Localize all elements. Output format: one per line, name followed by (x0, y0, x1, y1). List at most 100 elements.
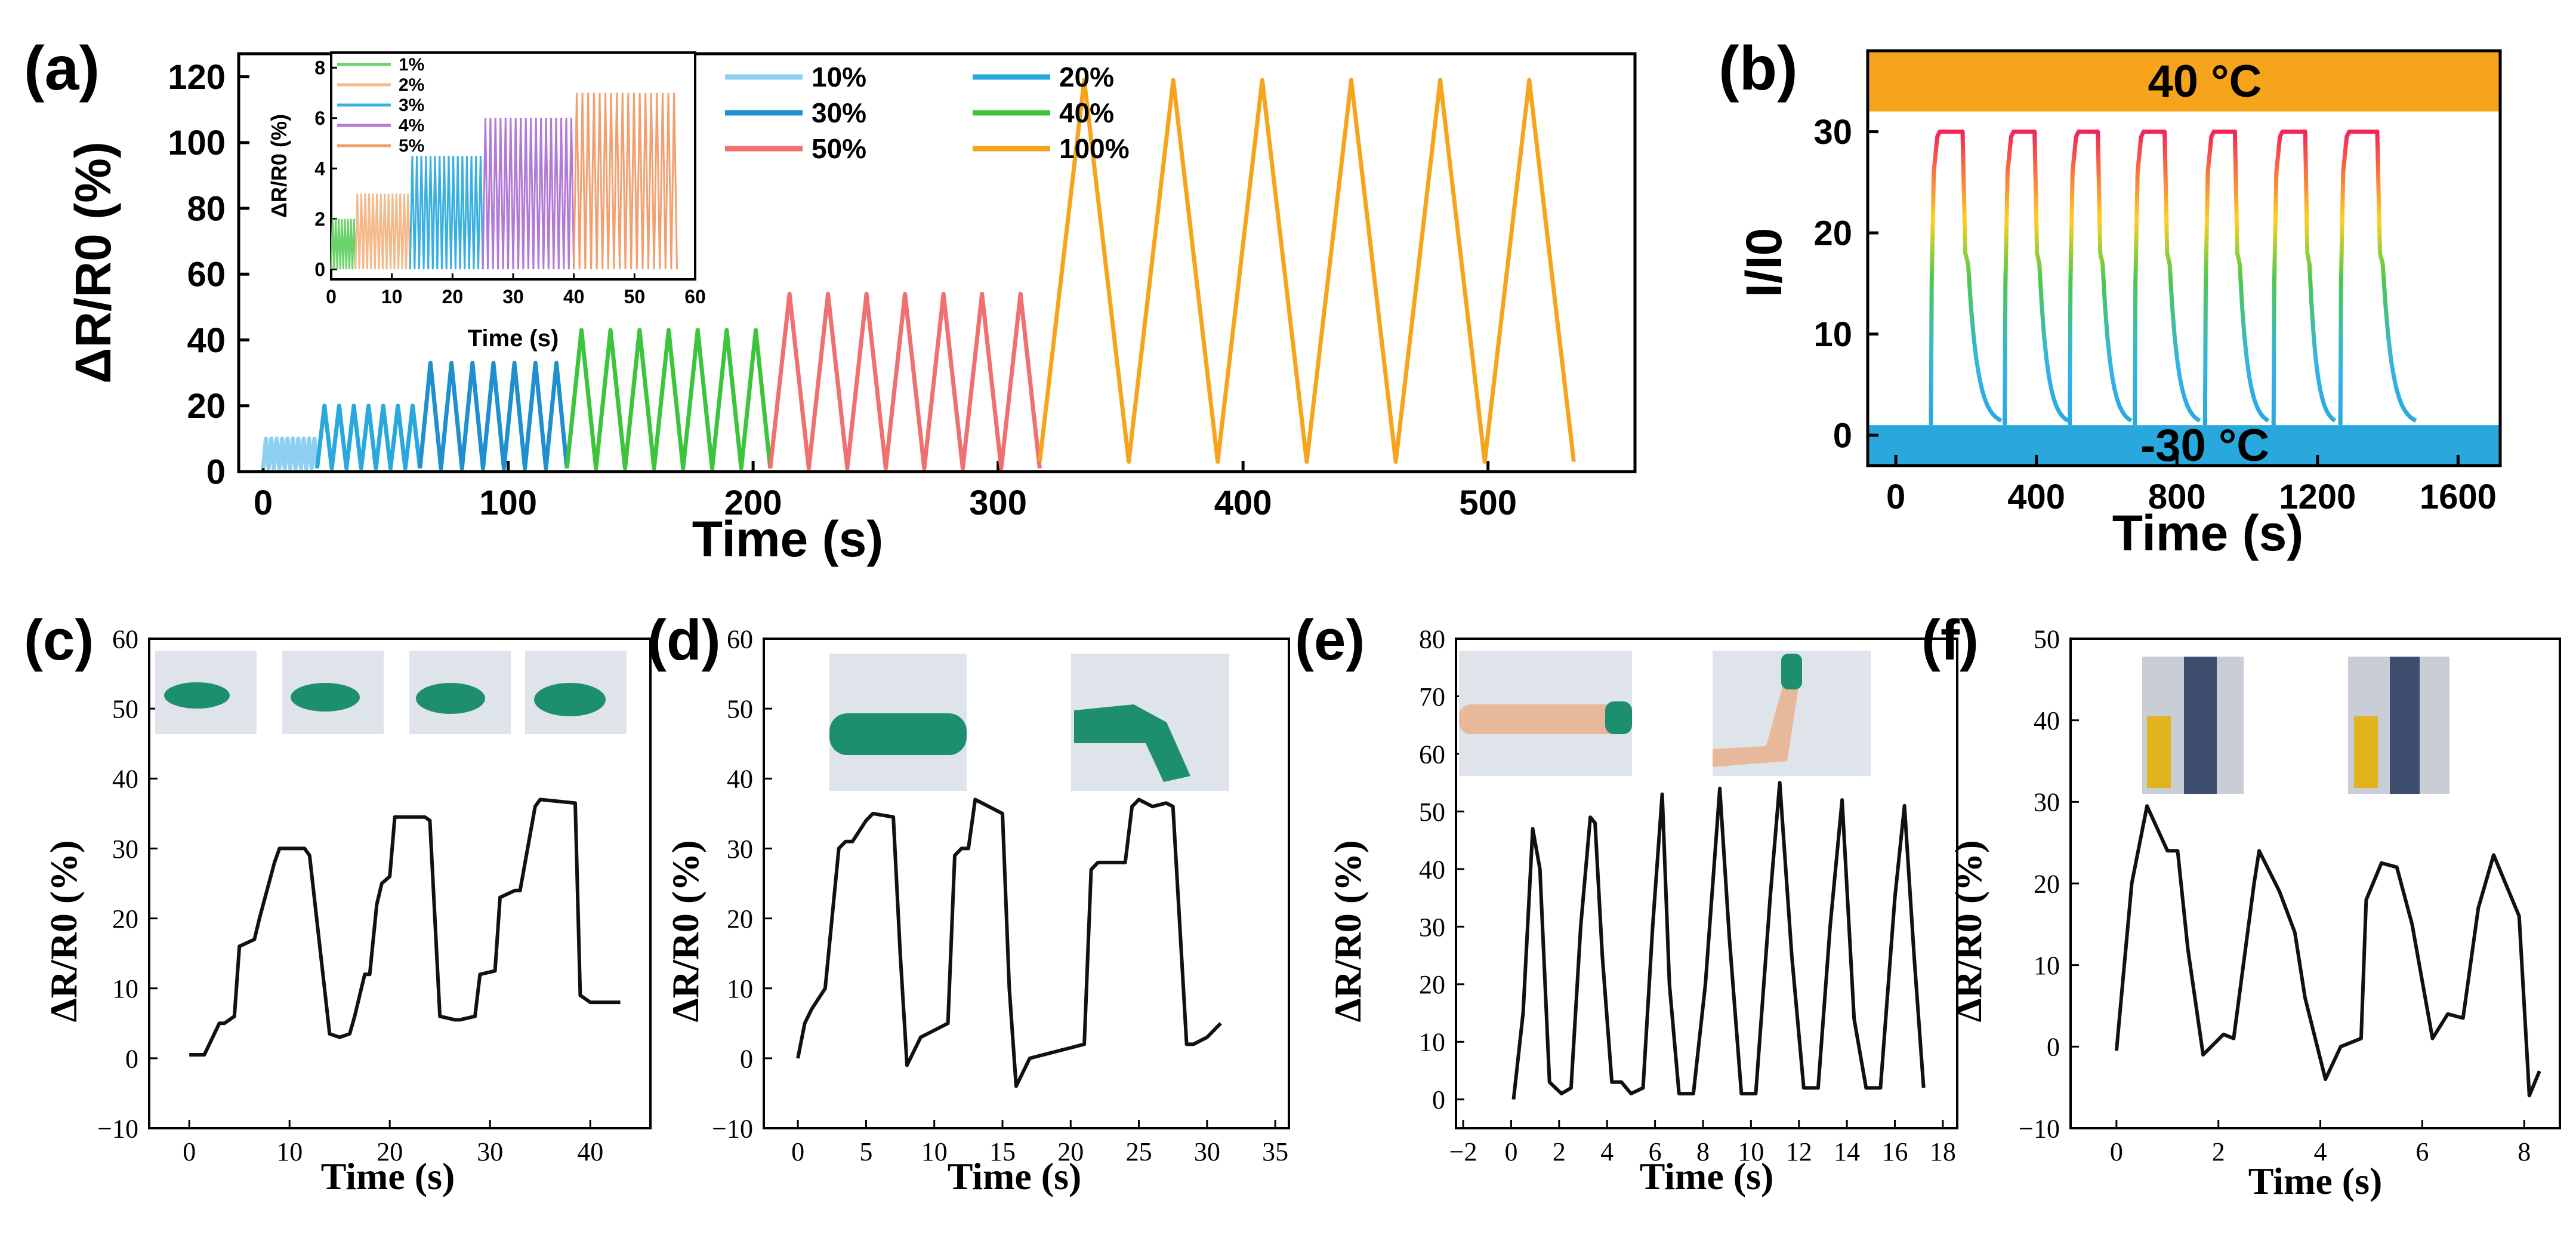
y-tick-label: 0 (1833, 416, 1852, 455)
glove-elbow-2 (1781, 654, 1802, 689)
cycle-6 (2271, 130, 2337, 426)
y-tick-label: 10 (1813, 315, 1852, 354)
inset-legend-label: 2% (399, 75, 424, 95)
panel-a-inset: 0 10 20 30 40 50 60 0 2 4 6 8 1%2%3%4%5% Time (s) Δ… (267, 51, 706, 352)
panel-d-ylabel: ΔR/R0 (%) (664, 840, 707, 1023)
x-tick-label: 10 (921, 1137, 948, 1166)
y-tick-label: 30 (1813, 113, 1852, 152)
panel-b-ticks: 0 400 800 1200 1600 0 10 20 30 (1813, 113, 2496, 516)
panel-d-ticks: 0 5 10 15 20 25 30 35 −10 0 10 20 30 40 50 60 (712, 624, 1288, 1166)
legend-label: 30% (812, 97, 866, 128)
glove-wrist-2 (1074, 704, 1190, 782)
y-tick-label: 50 (727, 695, 753, 724)
panel-f-photos (2142, 657, 2449, 794)
y-tick-label: 0 (1432, 1085, 1445, 1114)
y-tick-label: 30 (112, 835, 138, 864)
panel-a-ylabel: ΔR/R0 (%) (65, 141, 121, 384)
y-tick-label: 50 (112, 695, 138, 724)
panel-d: (d) 0 5 10 15 20 25 30 35 −10 0 10 20 30 40 50 60 Time … (647, 608, 1290, 1197)
glove-elbow-1 (1605, 701, 1632, 734)
x-tick-label: 400 (1214, 484, 1272, 522)
y-tick-label: 40 (2034, 706, 2060, 735)
panel-e-photos (1459, 651, 1871, 776)
panel-e-xlabel: Time (s) (1640, 1155, 1774, 1197)
x-tick-label: 8 (2518, 1137, 2531, 1166)
x-tick-label: 16 (1882, 1137, 1908, 1166)
x-tick-label: 4 (2314, 1137, 2327, 1166)
panel-f-xlabel: Time (s) (2248, 1160, 2383, 1202)
x-tick-label: 0 (326, 286, 337, 307)
x-tick-label: 800 (2148, 478, 2206, 516)
x-tick-label: 0 (1504, 1137, 1517, 1166)
legend-label: 100% (1059, 133, 1130, 164)
y-tick-label: 20 (727, 904, 753, 934)
inset-ticks: 0 10 20 30 40 50 60 0 2 4 6 8 (314, 57, 706, 307)
y-tick-label: 0 (125, 1044, 138, 1073)
panel-d-frame (763, 638, 1290, 1129)
inset-series-5pct (573, 93, 678, 270)
glove-finger-3 (416, 683, 485, 714)
y-tick-label: 20 (1813, 214, 1852, 253)
band-hot (1868, 51, 2500, 112)
x-tick-label: 10 (1738, 1137, 1764, 1166)
inset-ylabel: ΔR/R0 (%) (267, 114, 291, 218)
inset-legend: 1%2%3%4%5% (337, 55, 424, 156)
x-tick-label: 0 (183, 1137, 196, 1166)
glove-wrist-1 (829, 713, 967, 755)
panel-e-label: (e) (1295, 608, 1365, 672)
legend-label: 50% (812, 133, 866, 164)
y-tick-label: −10 (2019, 1114, 2060, 1143)
inset-series-2pct (354, 193, 411, 270)
x-tick-label: 4 (1600, 1137, 1614, 1166)
x-tick-label: 6 (1649, 1137, 1662, 1166)
x-tick-label: 10 (381, 286, 403, 307)
y-tick-label: 0 (206, 452, 226, 491)
inset-series-1pct (330, 218, 357, 270)
y-tick-label: −10 (712, 1114, 753, 1143)
x-tick-label: 1200 (2279, 478, 2356, 516)
y-tick-label: 60 (112, 624, 138, 654)
y-tick-label: 30 (1419, 913, 1445, 942)
panel-e-frame (1455, 638, 1958, 1129)
series-30pct (418, 361, 569, 470)
panel-b-xlabel: Time (s) (2112, 505, 2304, 561)
x-tick-label: 12 (1786, 1137, 1812, 1166)
panel-b-frame (1866, 49, 2502, 467)
x-tick-label: 25 (1126, 1137, 1152, 1166)
cycle-3 (2068, 130, 2133, 426)
y-tick-label: 120 (168, 58, 226, 97)
inset-legend-label: 3% (399, 96, 424, 115)
x-tick-label: 1600 (2420, 478, 2497, 516)
panel-c-series (189, 797, 621, 1057)
x-tick-label: 15 (989, 1137, 1016, 1166)
y-tick-label: 40 (1419, 855, 1445, 884)
x-tick-label: 50 (624, 286, 646, 307)
x-tick-label: 6 (2415, 1137, 2429, 1166)
person-knee-2 (2390, 657, 2420, 794)
panel-e-ylabel: ΔR/R0 (%) (1326, 840, 1369, 1023)
legend-label: 20% (1059, 61, 1114, 93)
panel-c-label: (c) (24, 608, 94, 672)
x-tick-label: 0 (791, 1137, 804, 1166)
y-tick-label: 8 (314, 57, 325, 79)
series-40pct (564, 328, 773, 470)
signal-line (796, 797, 1222, 1088)
y-tick-label: 4 (314, 158, 325, 179)
x-tick-label: 400 (2007, 478, 2065, 516)
panel-c-frame (148, 638, 652, 1129)
panel-c-xlabel: Time (s) (321, 1155, 455, 1197)
y-tick-label: 30 (727, 835, 753, 864)
x-tick-label: 0 (2110, 1137, 2123, 1166)
y-tick-label: 10 (727, 974, 753, 1003)
x-tick-label: 20 (377, 1137, 403, 1166)
x-tick-label: 30 (502, 286, 524, 307)
x-tick-label: 14 (1834, 1137, 1860, 1166)
y-tick-label: 2 (314, 208, 325, 230)
glove-finger-1 (164, 682, 230, 709)
x-tick-label: 40 (563, 286, 585, 307)
y-tick-label: 0 (740, 1044, 753, 1073)
y-tick-label: 0 (314, 258, 325, 280)
cycle-4 (2133, 130, 2201, 426)
